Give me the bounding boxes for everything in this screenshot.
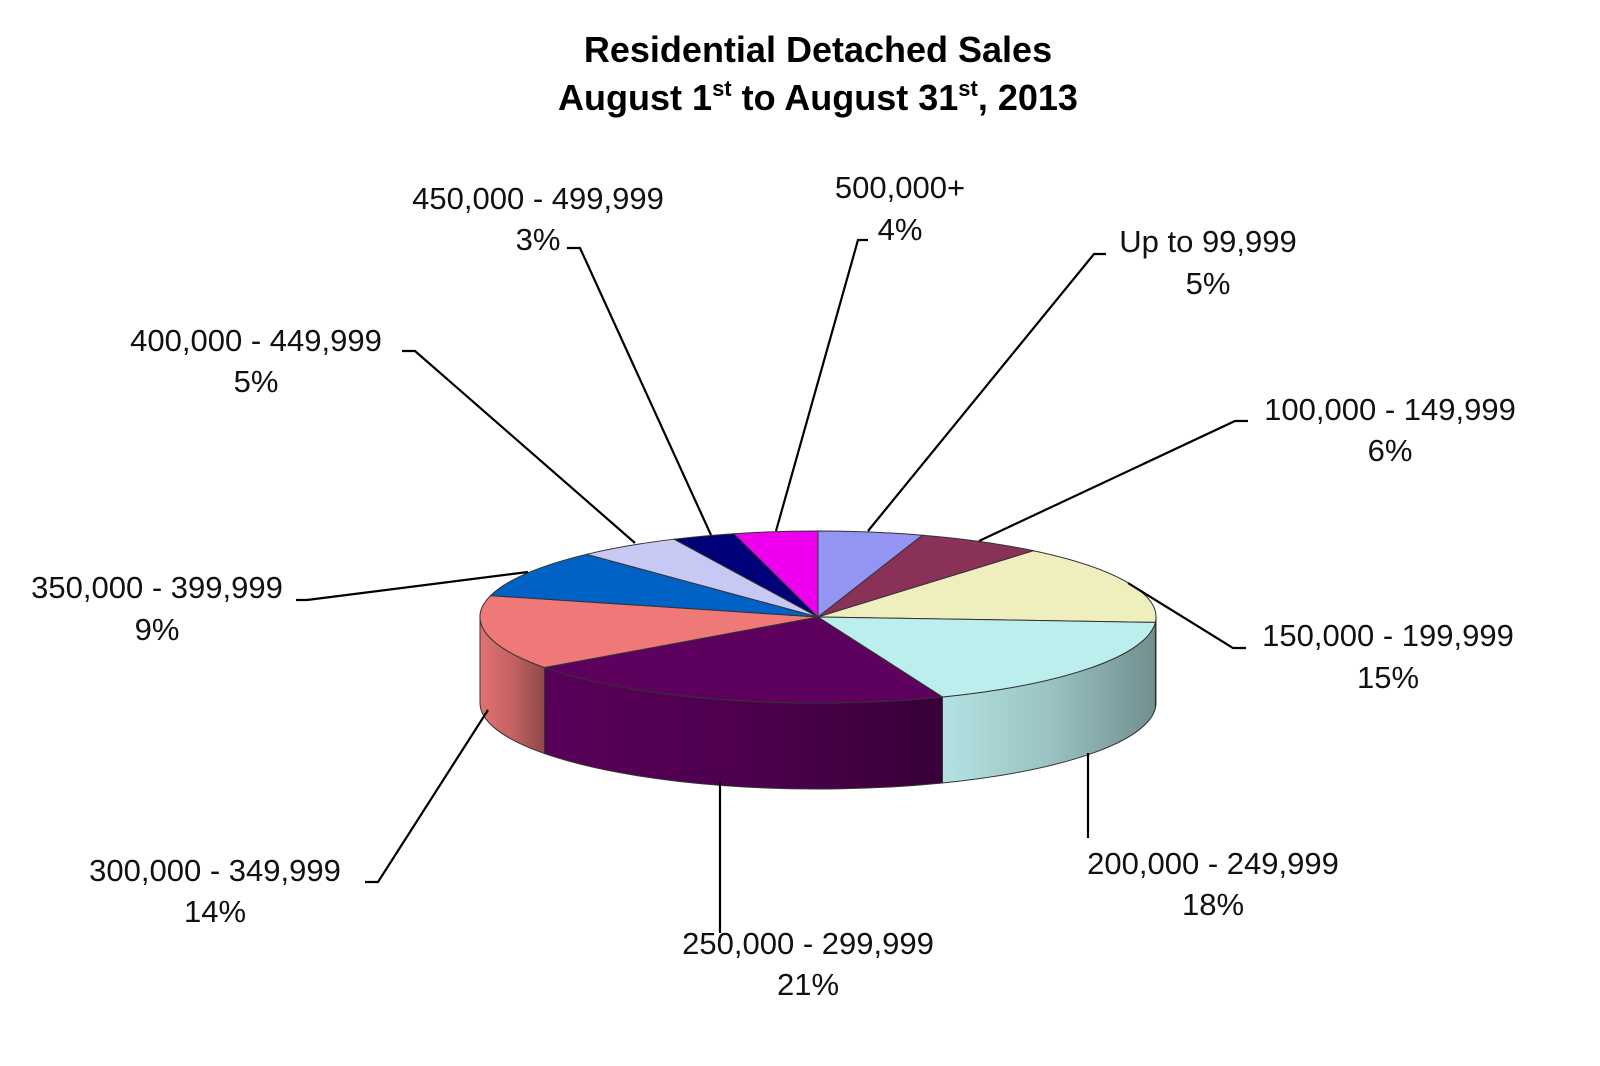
slice-300-000-349-999 [479, 595, 819, 669]
slice-pct-up-to-99-999: 5% [1186, 266, 1231, 301]
slice-pct-500-000: 4% [878, 212, 923, 247]
pie-tops [479, 530, 1157, 704]
leader-lines [296, 238, 1248, 933]
slice-350-000-399-999 [489, 553, 819, 618]
slice-250-000-299-999 [542, 616, 944, 704]
title-date-mid: to August 31 [732, 77, 959, 118]
slice-100-000-149-999 [817, 534, 1036, 618]
slice-label-250-000-299-999: 250,000 - 299,999 [682, 926, 934, 961]
leader-line-500-000 [774, 238, 868, 532]
slice-label-300-000-349-999: 300,000 - 349,999 [89, 853, 341, 888]
slice-labels: Up to 99,999 5% 100,000 - 149,999 6% 150,000… [31, 170, 1516, 1002]
slice-pct-250-000-299-999: 21% [777, 967, 839, 1002]
leader-line-400-000-449-999 [402, 349, 636, 544]
slice-pct-200-000-249-999: 18% [1182, 887, 1244, 922]
title-date-end: , 2013 [978, 77, 1078, 118]
slice-pct-100-000-149-999: 6% [1368, 433, 1413, 468]
slice-label-150-000-199-999: 150,000 - 199,999 [1262, 618, 1514, 653]
title-sup-1: st [712, 76, 732, 101]
title-sup-2: st [958, 76, 978, 101]
leader-line-350-000-399-999 [296, 570, 529, 602]
slice-label-400-000-449-999: 400,000 - 449,999 [130, 323, 382, 358]
leader-line-300-000-349-999 [365, 709, 489, 884]
leader-line-450-000-499-999 [567, 246, 713, 536]
slice-label-450-000-499-999: 450,000 - 499,999 [412, 181, 664, 216]
pie-sides [479, 616, 1157, 790]
slice-pct-300-000-349-999: 14% [184, 894, 246, 929]
slice-label-350-000-399-999: 350,000 - 399,999 [31, 570, 283, 605]
chart-title-line1: Residential Detached Sales [584, 29, 1052, 70]
slice-pct-400-000-449-999: 5% [234, 364, 279, 399]
leader-line-100-000-149-999 [978, 419, 1248, 542]
slice-label-100-000-149-999: 100,000 - 149,999 [1264, 392, 1516, 427]
chart-title: Residential Detached Sales August 1st to… [558, 29, 1078, 118]
slice-label-500-000: 500,000+ [835, 170, 965, 205]
slice-pct-150-000-199-999: 15% [1357, 660, 1419, 695]
chart-title-line2: August 1st to August 31st, 2013 [558, 76, 1078, 118]
leader-line-up-to-99-999 [867, 252, 1106, 532]
slice-label-200-000-249-999: 200,000 - 249,999 [1087, 846, 1339, 881]
title-date-start: August 1 [558, 77, 712, 118]
leader-line-150-000-199-999 [1127, 582, 1246, 650]
slice-pct-450-000-499-999: 3% [516, 222, 561, 257]
slice-200-000-249-999 [816, 616, 1156, 698]
slice-pct-350-000-399-999: 9% [135, 612, 180, 647]
slice-label-up-to-99-999: Up to 99,999 [1119, 224, 1297, 259]
slice-500-000 [732, 530, 819, 619]
